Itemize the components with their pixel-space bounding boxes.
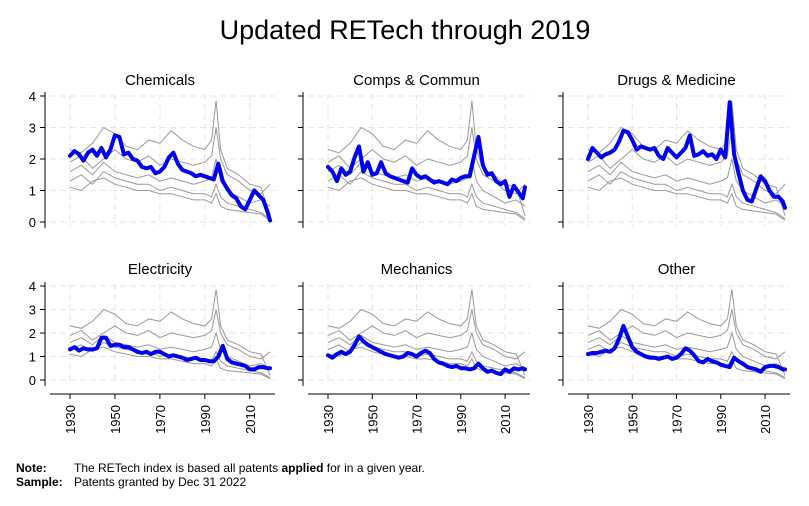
background-series-line [70,310,270,359]
panel-drugs-medicine: Drugs & Medicine [558,72,790,228]
sample-label: Sample: [16,475,74,489]
note-text: The RETech index is based all patents ap… [74,461,425,475]
sample-text: Patents granted by Dec 31 2022 [74,475,246,489]
series-line [588,326,785,372]
x-tick-label: 1990 [198,405,213,434]
background-series-line [588,290,785,376]
y-tick-label: 1 [29,184,36,199]
y-tick-label: 0 [29,373,36,388]
y-tick-label: 4 [29,89,36,104]
background-series-line [70,128,270,194]
panel-other: Other 1930 1950 1970 1990 2010 [558,261,790,434]
x-tick-label: 1930 [321,405,336,434]
panel-electricity: Electricity 0 1 2 3 4 1930 1950 1970 1990 2010 [29,261,275,434]
y-tick-label: 3 [29,303,36,318]
background-series-line [328,178,525,221]
background-series-line [328,101,525,216]
x-tick-label: 1970 [153,405,168,434]
x-tick-label: 1950 [108,405,123,434]
note-text-start: The RETech index is based all patents [74,461,281,475]
background-series-line [588,178,785,221]
y-tick-label: 2 [29,326,36,341]
note-text-bold: applied [281,461,323,475]
background-series-line [588,310,785,359]
background-series-line [328,128,525,194]
y-tick-label: 4 [29,279,36,294]
note-row: Note: The RETech index is based all pate… [16,461,425,475]
x-tick-label: 1970 [410,405,425,434]
panel-title: Other [658,261,696,278]
background-series-line [70,178,270,221]
x-tick-label: 1930 [581,405,596,434]
x-tick-label: 1990 [714,405,729,434]
x-tick-label: 1950 [625,405,640,434]
notes: Note: The RETech index is based all pate… [16,461,425,489]
background-series-line [588,101,785,216]
note-label: Note: [16,461,74,475]
panel-comps-commun: Comps & Commun [298,72,530,228]
x-tick-label: 1970 [670,405,685,434]
background-series-line [328,290,525,376]
background-series-line [588,347,785,379]
x-tick-label: 2010 [758,405,773,434]
series-line [588,102,785,208]
panel-title: Chemicals [125,72,195,89]
sample-row: Sample: Patents granted by Dec 31 2022 [16,475,425,489]
x-tick-label: 1990 [454,405,469,434]
y-tick-label: 2 [29,152,36,167]
panel-title: Comps & Commun [353,72,480,89]
panel-title: Electricity [128,261,193,278]
background-series-line [588,128,785,194]
y-tick-label: 1 [29,350,36,365]
series-line [70,338,270,370]
chart-title: Updated RETech through 2019 [220,15,591,45]
y-tick-label: 3 [29,121,36,136]
panel-chemicals: Chemicals 0 1 2 3 4 [29,72,275,230]
panel-title: Drugs & Medicine [617,72,735,89]
x-tick-label: 1930 [63,405,78,434]
panel-mechanics: Mechanics 1930 1950 1970 1990 2010 [298,261,530,434]
x-tick-label: 2010 [498,405,513,434]
x-tick-label: 1950 [365,405,380,434]
panel-title: Mechanics [381,261,453,278]
note-text-end: for in a given year. [323,461,424,475]
background-series-line [70,290,270,376]
series-line [328,137,525,199]
y-tick-label: 0 [29,215,36,230]
x-tick-label: 2010 [243,405,258,434]
panels: Chemicals 0 1 2 3 4 Comps & Commun Drugs & Medi… [29,72,790,434]
